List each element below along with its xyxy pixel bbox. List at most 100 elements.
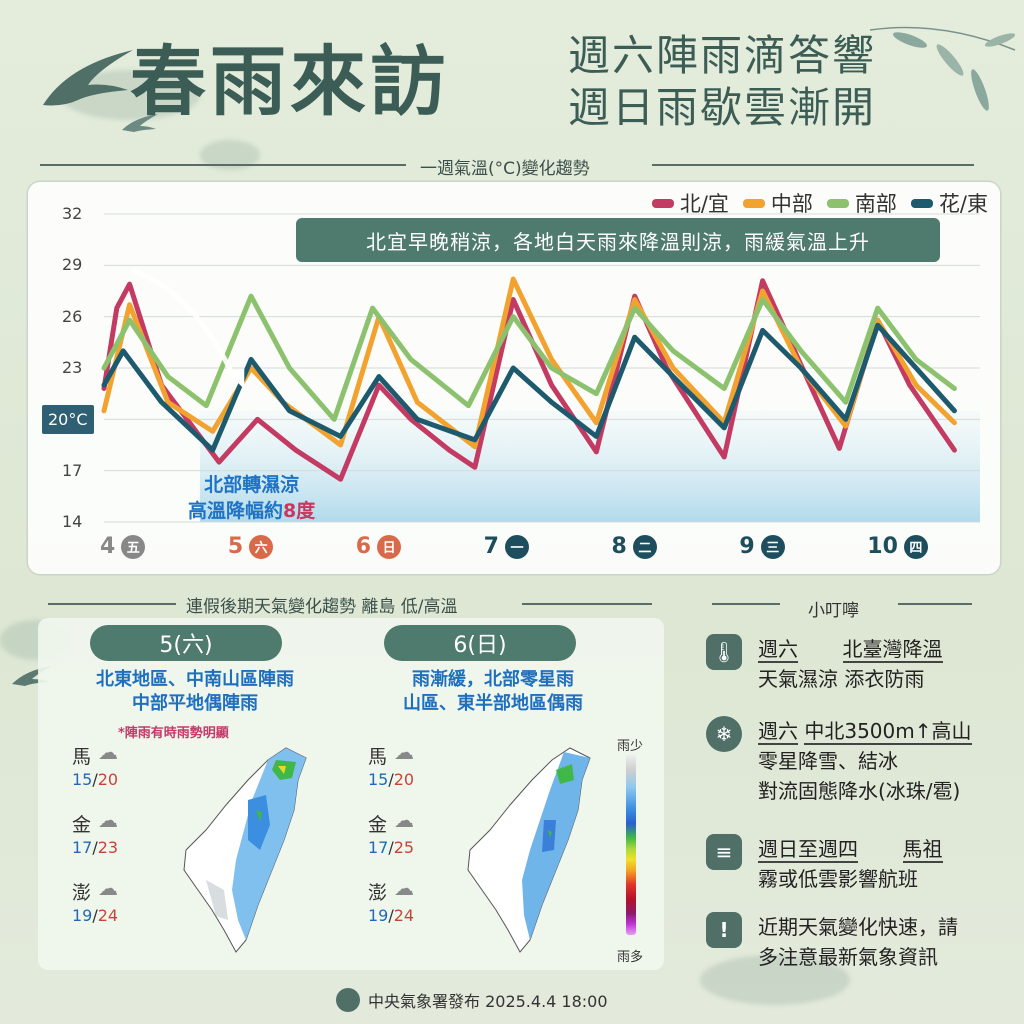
divider: [522, 603, 652, 605]
divider: [652, 164, 974, 166]
tip-2-line-2: 零星降雪、結冰: [758, 749, 898, 773]
low-temp: 15: [368, 770, 389, 789]
rain-cloud-icon: ☁: [98, 876, 118, 900]
low-temp: 17: [72, 838, 93, 857]
tip-2-line-3: 對流固態降水(冰珠/雹): [758, 779, 961, 803]
high-temp: 24: [97, 906, 119, 925]
divider: [712, 603, 780, 605]
tip-1: 🌡 週六 北臺灣降溫 天氣濕涼 添衣防雨: [706, 634, 943, 694]
x-tick-weekday-badge: 日: [377, 534, 402, 559]
tip-1-text: 週六 北臺灣降溫 天氣濕涼 添衣防雨: [758, 634, 943, 694]
tip-2: ❄ 週六 中北3500m↑高山 零星降雪、結冰 對流固態降水(冰珠/雹): [706, 716, 972, 806]
island-name: 馬: [368, 746, 388, 768]
tip-3-line-2: 霧或低雲影響航班: [758, 867, 918, 891]
mountain-decoration: [200, 140, 260, 170]
cloud-icon: ☁: [394, 740, 414, 764]
temperature-chart-card: 北/宜 中部 南部 花/東 北宜早晚稍涼，各地白天雨來降溫則涼，雨緩氣溫上升 北部轉濕…: [28, 182, 1000, 574]
island-temp: 19/24: [72, 906, 118, 925]
day6-desc-line-1: 雨漸緩，北部零星雨: [412, 669, 574, 690]
island-name: 金: [368, 814, 388, 836]
low-temp: 15: [72, 770, 93, 789]
day5-desc-line-1: 北東地區、中南山區陣雨: [96, 669, 294, 690]
low-temp: 19: [72, 906, 93, 925]
tab-day-6: 6(日): [384, 625, 576, 661]
x-tick-weekday-badge: 六: [249, 534, 274, 559]
snow-icon: ❄: [706, 716, 742, 752]
tips-title: 小叮嚀: [808, 601, 859, 621]
tip-1-line-1a: 週六: [758, 637, 798, 663]
x-tick-weekday-badge: 一: [504, 534, 529, 559]
exclamation-icon: !: [706, 912, 742, 948]
y-tick-label: 17: [62, 460, 83, 480]
cwa-logo-icon: [336, 988, 360, 1012]
rain-scale-bottom-label: 雨多: [617, 950, 644, 965]
trend-arrow-head: [226, 369, 245, 390]
cloud-icon: ☁: [394, 876, 414, 900]
tip-4-line-1: 近期天氣變化快速，請: [758, 915, 958, 939]
tip-2-line-1a: 週六: [758, 719, 798, 745]
legend-item-2: 南部: [826, 188, 897, 218]
x-tick-day: 10: [867, 534, 898, 559]
outlook-card: 5(六) 6(日) 北東地區、中南山區陣雨 中部平地偶陣雨 *陣雨有時雨勢明顯 …: [38, 618, 664, 970]
temp-separator: /: [92, 770, 98, 789]
rain-scale-bar: [626, 755, 636, 935]
footer: 中央氣象署發布 2025.4.4 18:00: [336, 988, 608, 1012]
legend-swatch: [826, 198, 849, 208]
tip-1-line-1b: 北臺灣降溫: [842, 637, 943, 663]
day6-desc-line-2: 山區、東半部地區偶雨: [403, 693, 583, 714]
chart-annotation: 北宜早晚稍涼，各地白天雨來降溫則涼，雨緩氣溫上升: [296, 218, 940, 262]
legend-item-1: 中部: [742, 188, 813, 218]
high-temp: 25: [393, 838, 415, 857]
chart-section-title: 一週氣溫(°C)變化趨勢: [420, 159, 590, 179]
divider: [898, 603, 972, 605]
tip-1-line-2: 天氣濕涼 添衣防雨: [758, 667, 925, 691]
island-temp: 19/24: [368, 906, 414, 925]
cloud-icon: ☁: [394, 808, 414, 832]
temp-separator: /: [92, 838, 98, 857]
note-line-1: 北部轉濕涼: [204, 474, 300, 496]
temp-separator: /: [92, 906, 98, 925]
island-temp: 15/20: [368, 770, 414, 789]
y-tick-label: 23: [62, 358, 83, 377]
legend-item-3: 花/東: [910, 188, 988, 218]
temp-separator: /: [388, 838, 394, 857]
leaf-decoration: [869, 26, 1016, 111]
legend-swatch: [742, 198, 765, 208]
chart-legend: 北/宜 中部 南部 花/東: [651, 188, 988, 218]
tip-2-text: 週六 中北3500m↑高山 零星降雪、結冰 對流固態降水(冰珠/雹): [758, 716, 972, 806]
note-line-2: 高溫降幅約8度: [188, 498, 315, 524]
rain-scale-top-label: 雨少: [617, 739, 644, 754]
trend-arrow: [131, 268, 237, 380]
legend-label: 北/宜: [679, 192, 729, 216]
legend-swatch: [651, 198, 674, 208]
tip-2-line-1b: 中北3500m↑高山: [804, 719, 972, 745]
tip-3: ≡ 週日至週四 馬祖 霧或低雲影響航班: [706, 834, 943, 894]
legend-label: 中部: [770, 192, 813, 216]
island-temp: 17/25: [368, 838, 414, 857]
x-tick-day: 6: [355, 534, 372, 559]
temp-separator: /: [388, 770, 394, 789]
high-temp: 20: [393, 770, 415, 789]
swallow-icon: [122, 114, 158, 132]
x-tick-day: 5: [227, 534, 244, 559]
x-tick-day: 8: [611, 534, 627, 559]
tip-3-line-1b: 馬祖: [902, 837, 943, 863]
x-tick-weekday-badge: 二: [632, 534, 657, 559]
tip-4-text: 近期天氣變化快速，請 多注意最新氣象資訊: [758, 912, 958, 972]
high-temp: 20: [97, 770, 119, 789]
y-tick-label: 14: [62, 512, 83, 531]
island-name: 馬: [72, 746, 92, 768]
tab-day-5: 5(六): [90, 625, 282, 661]
island-name: 澎: [368, 882, 388, 904]
island-temp: 15/20: [72, 770, 118, 789]
high-temp: 23: [97, 838, 119, 857]
series-line-2: [101, 293, 957, 422]
series-line-3: [101, 322, 957, 453]
island-name: 澎: [72, 882, 92, 904]
x-tick-day: 9: [739, 534, 755, 559]
